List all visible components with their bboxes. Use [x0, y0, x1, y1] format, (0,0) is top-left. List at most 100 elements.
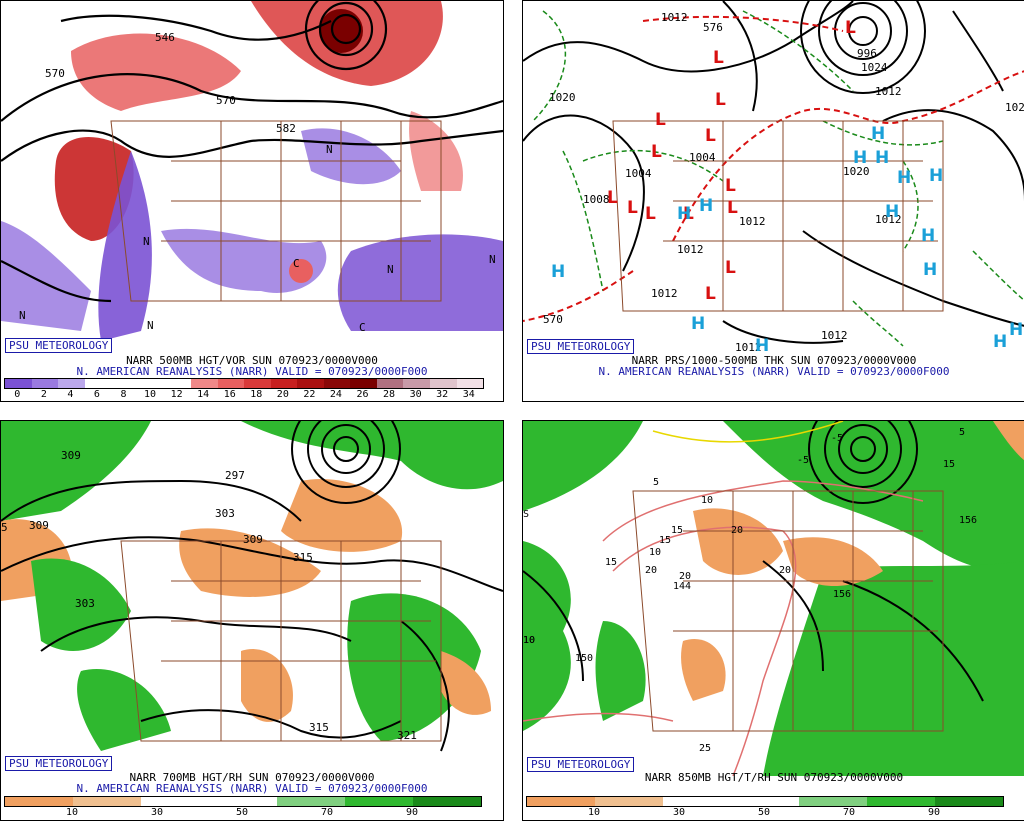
colorbar-swatch	[935, 797, 1003, 806]
colorbar-swatch	[244, 379, 271, 388]
colorbar-tick-label: 6	[93, 389, 100, 400]
contour-label: N	[387, 263, 394, 276]
contour-label: N	[326, 143, 333, 156]
contour-label: 20	[679, 571, 691, 582]
colorbar-tick-label: 70	[842, 807, 856, 818]
colorbar-tick-label: 10	[65, 807, 79, 818]
map-500mb: 546 570 570 582 N N N N N N C C	[1, 1, 503, 356]
colorbar-tick-label: 10	[587, 807, 601, 818]
contour-label: 144	[673, 581, 691, 592]
colorbar-swatch	[31, 379, 59, 388]
colorbar-tick-label: 8	[120, 389, 127, 400]
colorbar-tick-label: 50	[235, 807, 249, 818]
contour-label: 5	[1, 521, 8, 534]
high-pressure-marker: H	[677, 204, 691, 224]
panel-850mb-hgt-t-rh: -5 -5 5 15 5 15 10 20 10 15 20 20 15 20 …	[522, 420, 1024, 821]
colorbar-swatch	[5, 797, 73, 806]
contour-label: N	[147, 319, 154, 332]
colorbar-tick-label: 90	[405, 807, 419, 818]
contour-label: 10	[523, 635, 535, 646]
contour-label: -5	[831, 433, 843, 444]
caption-valid: N. AMERICAN REANALYSIS (NARR) VALID = 07…	[598, 365, 950, 378]
colorbar-tick-label: 0	[14, 389, 21, 400]
colorbar-swatch	[323, 379, 351, 388]
contour-label: 25	[699, 743, 711, 754]
colorbar-tick-label: 2	[40, 389, 47, 400]
high-pressure-marker: H	[691, 314, 705, 334]
contour-label: C	[359, 321, 366, 334]
colorbar-swatch	[73, 797, 141, 806]
contour-label: 1012	[875, 213, 902, 226]
colorbar-tick-label: 16	[223, 389, 236, 400]
contour-label: -5	[797, 455, 809, 466]
panel-prs-thickness: 1012 1020 1004 1004 1012 1012 1012 1012 …	[522, 0, 1024, 402]
colorbar-tick-label: 10	[144, 389, 157, 400]
colorbar-ticks: 10 30 50 70 90	[4, 807, 480, 819]
contour-label: 1012	[821, 329, 848, 342]
colorbar-tick-label: 34	[462, 389, 475, 400]
colorbar-swatch	[277, 797, 345, 806]
panel-500mb-hgt-vor: 546 570 570 582 N N N N N N C C PSU METE…	[0, 0, 504, 402]
colorbar-tick-label: 22	[303, 389, 316, 400]
contour-label: S	[523, 509, 529, 520]
brand-label: PSU METEOROLOGY	[5, 338, 113, 353]
caption-valid: N. AMERICAN REANALYSIS (NARR) VALID = 07…	[76, 365, 428, 378]
colorbar-tick-label: 12	[170, 389, 183, 400]
colorbar-swatch	[58, 379, 85, 388]
colorbar-tick-label: 90	[927, 807, 941, 818]
low-pressure-marker: L	[705, 126, 716, 146]
colorbar-swatch	[297, 379, 324, 388]
colorbar-tick-label: 4	[67, 389, 74, 400]
colorbar-swatch	[111, 379, 138, 388]
high-pressure-marker: H	[921, 226, 935, 246]
contour-label: 20	[779, 565, 791, 576]
colorbar-swatch	[430, 379, 457, 388]
contour-label: 1020	[1005, 101, 1024, 114]
low-pressure-marker: L	[645, 204, 656, 224]
high-pressure-marker: H	[923, 260, 937, 280]
high-pressure-marker: H	[755, 336, 769, 356]
contour-label: 150	[575, 653, 593, 664]
caption-product: NARR PRS/1000-500MB THK SUN 070923/0000V…	[631, 354, 917, 367]
low-pressure-marker: L	[725, 176, 736, 196]
low-pressure-marker: L	[727, 198, 738, 218]
colorbar-ticks: 10 30 50 70 90	[526, 807, 1002, 819]
colorbar-swatch	[141, 797, 209, 806]
contour-label: 996	[857, 47, 877, 60]
high-pressure-marker: H	[871, 124, 885, 144]
contour-label: 303	[75, 597, 95, 610]
colorbar-tick-label: 26	[356, 389, 369, 400]
contour-label: 315	[309, 721, 329, 734]
low-pressure-marker: L	[607, 188, 618, 208]
colorbar-tick-label: 18	[250, 389, 263, 400]
contour-label: 309	[61, 449, 81, 462]
contour-label: 15	[671, 525, 683, 536]
contour-label: 1012	[651, 287, 678, 300]
colorbar-swatch	[456, 379, 484, 388]
colorbar-swatch	[190, 379, 218, 388]
contour-label: 303	[215, 507, 235, 520]
contour-label: 1012	[739, 215, 766, 228]
low-pressure-marker: L	[683, 204, 694, 224]
contour-label: 156	[959, 515, 977, 526]
low-pressure-marker: L	[725, 258, 736, 278]
colorbar-swatch	[376, 379, 404, 388]
colorbar-swatch	[350, 379, 377, 388]
contour-label: 1008	[583, 193, 610, 206]
contour-label: N	[19, 309, 26, 322]
high-pressure-marker: H	[1009, 320, 1023, 340]
brand-label: PSU METEOROLOGY	[527, 757, 635, 772]
colorbar-tick-label: 14	[197, 389, 210, 400]
contour-label: 10	[649, 547, 661, 558]
contour-label: N	[143, 235, 150, 248]
contour-label: 297	[225, 469, 245, 482]
colorbar-swatch	[217, 379, 245, 388]
contour-label: 156	[833, 589, 851, 600]
colorbar-swatch	[270, 379, 298, 388]
low-pressure-marker: L	[627, 198, 638, 218]
colorbar-swatch	[413, 797, 481, 806]
colorbar-swatch	[164, 379, 191, 388]
contour-label: 309	[29, 519, 49, 532]
contour-label: 1012	[735, 341, 762, 354]
contour-label: 1012	[875, 85, 902, 98]
